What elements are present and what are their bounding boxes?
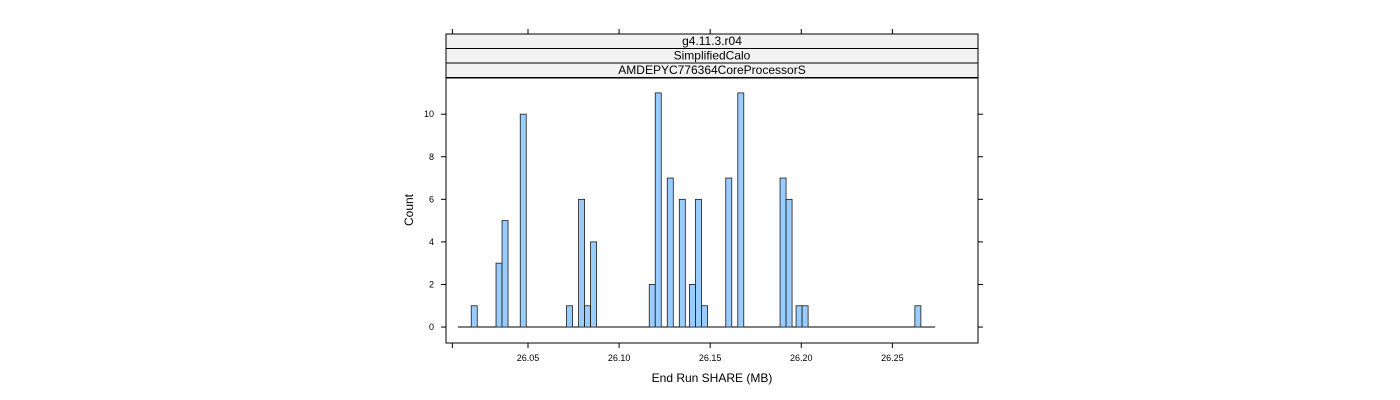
strip-label: SimplifiedCalo bbox=[674, 49, 751, 63]
histogram-bar bbox=[678, 198, 686, 328]
x-tick-label: 26.05 bbox=[517, 353, 540, 363]
y-tick-label: 6 bbox=[429, 194, 434, 204]
y-tick-label: 8 bbox=[429, 152, 434, 162]
histogram-bar bbox=[801, 305, 809, 328]
x-tick-label: 26.15 bbox=[699, 353, 722, 363]
histogram-bar bbox=[785, 198, 793, 328]
histogram-bar bbox=[914, 305, 922, 328]
histogram-bar bbox=[590, 241, 597, 328]
x-tick-label: 26.10 bbox=[608, 353, 631, 363]
histogram-bar bbox=[501, 220, 509, 328]
histogram-bar bbox=[779, 177, 787, 328]
y-tick-label: 4 bbox=[429, 237, 434, 247]
y-axis-label: Count bbox=[402, 193, 416, 226]
histogram-bar bbox=[666, 177, 674, 328]
strip-label: g4.11.3.r04 bbox=[682, 34, 742, 48]
y-axis: 0 2 4 6 8 10 bbox=[424, 109, 983, 332]
histogram-bar bbox=[795, 305, 803, 328]
histogram-bar bbox=[566, 305, 573, 328]
y-tick-label: 2 bbox=[429, 279, 434, 289]
histogram-bar bbox=[584, 305, 591, 328]
histogram-bar bbox=[519, 113, 527, 328]
histogram-bar bbox=[654, 92, 662, 328]
y-tick-label: 0 bbox=[429, 322, 434, 332]
histogram-bar bbox=[701, 305, 708, 328]
histogram-bar bbox=[725, 177, 733, 328]
x-axis: 26.05 26.10 26.15 26.20 26.25 bbox=[451, 29, 904, 363]
histogram-bar bbox=[737, 92, 745, 328]
x-axis-label: End Run SHARE (MB) bbox=[652, 371, 773, 385]
histogram-bar bbox=[495, 262, 503, 328]
histogram-bar bbox=[578, 198, 585, 328]
histogram-bar bbox=[470, 305, 478, 328]
histogram-bar bbox=[648, 284, 656, 328]
strip-label: AMDEPYC776364CoreProcessorS bbox=[618, 63, 805, 77]
histogram-bar bbox=[695, 198, 702, 328]
plot-panel bbox=[445, 77, 979, 344]
x-tick-label: 26.25 bbox=[881, 353, 904, 363]
bars bbox=[470, 92, 922, 328]
strip-headers: g4.11.3.r04SimplifiedCaloAMDEPYC776364Co… bbox=[445, 33, 979, 78]
x-tick-label: 26.20 bbox=[790, 353, 813, 363]
y-tick-label: 10 bbox=[424, 109, 434, 119]
histogram-bar bbox=[689, 284, 696, 328]
